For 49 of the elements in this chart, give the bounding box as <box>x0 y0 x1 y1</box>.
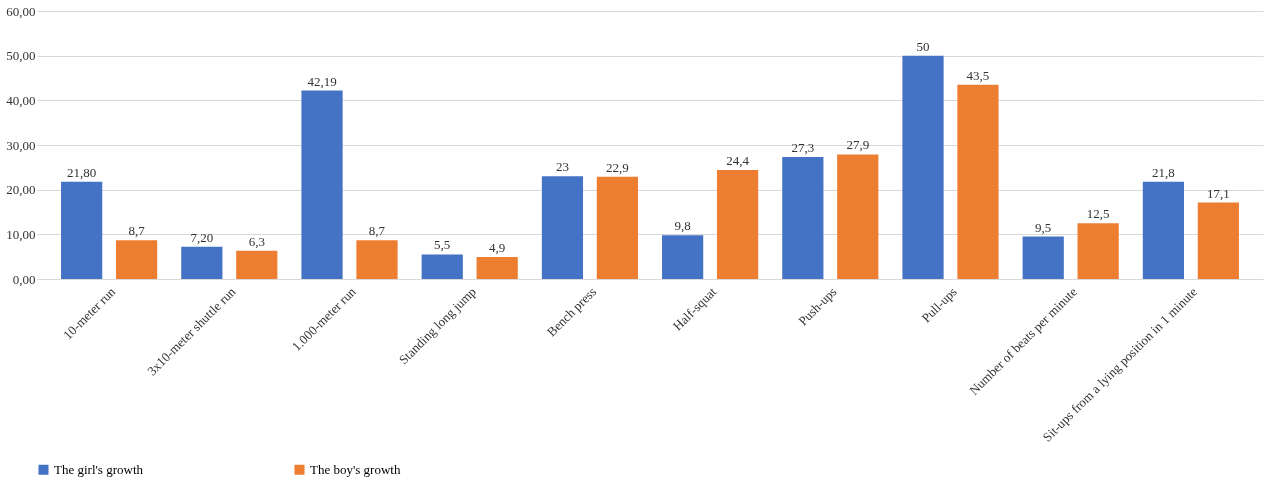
data-label: 8,7 <box>128 223 146 239</box>
bar <box>61 181 103 279</box>
bar <box>301 90 343 279</box>
y-tick-label: 40,00 <box>6 92 36 108</box>
data-label: 9,5 <box>1035 219 1052 235</box>
data-label: 42,19 <box>307 73 337 89</box>
y-tick-label: 0,00 <box>12 271 36 287</box>
data-label: 12,5 <box>1086 206 1110 222</box>
data-label: 50 <box>916 38 930 54</box>
bar <box>596 176 638 279</box>
data-label: 27,9 <box>846 137 870 153</box>
y-tick-label: 20,00 <box>6 182 36 198</box>
data-label: 22,9 <box>606 159 629 175</box>
bar <box>1142 181 1185 279</box>
data-label: 9,8 <box>674 218 691 234</box>
bar <box>1197 202 1239 279</box>
legend-label: The girl's growth <box>54 461 144 477</box>
data-label: 4,9 <box>489 240 506 256</box>
data-label: 8,7 <box>368 223 386 239</box>
bar <box>356 240 398 279</box>
y-tick-label: 30,00 <box>6 137 36 153</box>
bar <box>957 84 999 279</box>
bar <box>236 250 278 279</box>
y-tick-label: 10,00 <box>6 226 36 242</box>
bar <box>541 176 584 279</box>
bar <box>662 235 704 279</box>
bar <box>421 254 463 279</box>
bar <box>902 55 944 279</box>
bar <box>115 240 158 279</box>
data-label: 23 <box>555 159 569 175</box>
bar <box>1022 236 1064 279</box>
y-tick-label: 60,00 <box>6 3 36 19</box>
bar <box>181 246 223 279</box>
data-label: 43,5 <box>966 67 990 83</box>
y-tick-label: 50,00 <box>6 48 36 64</box>
data-label: 21,80 <box>67 164 97 180</box>
legend-label: The boy's growth <box>310 461 401 477</box>
data-label: 6,3 <box>248 233 265 249</box>
data-label: 24,4 <box>726 153 750 169</box>
data-label: 21,8 <box>1152 164 1175 180</box>
data-label: 17,1 <box>1206 185 1230 201</box>
bar <box>716 170 759 279</box>
data-label: 27,3 <box>791 140 815 156</box>
data-label: 5,5 <box>434 237 451 253</box>
data-label: 7,20 <box>190 229 214 245</box>
bar <box>1077 223 1119 279</box>
bar <box>782 157 824 279</box>
bar <box>476 257 518 279</box>
bar <box>837 154 879 279</box>
